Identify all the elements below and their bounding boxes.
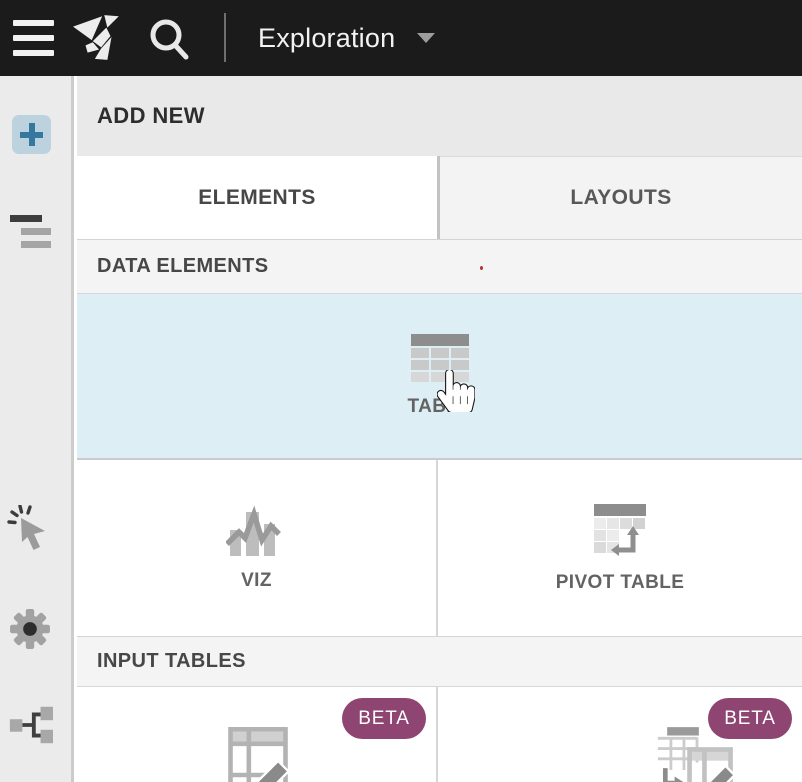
panel-title: ADD NEW (97, 103, 205, 128)
input-table-tiles-row: BETA (77, 687, 802, 782)
add-new-panel: ADD NEW ELEMENTS LAYOUTS DATA ELEMENTS (77, 76, 802, 782)
hamburger-bar (13, 35, 54, 41)
table-icon (410, 334, 469, 382)
panel-header: ADD NEW (77, 76, 802, 156)
top-navbar: Exploration (0, 0, 802, 76)
tile-pivot-table[interactable]: PIVOT TABLE (438, 460, 802, 636)
workspace-title: Exploration (258, 22, 396, 53)
tile-label: VIZ (241, 570, 272, 591)
pivot-table-icon (594, 504, 646, 556)
add-element-button[interactable] (12, 115, 51, 154)
chevron-down-icon (417, 33, 436, 43)
topbar-divider (224, 13, 226, 62)
plus-icon (20, 123, 43, 146)
gear-icon[interactable] (9, 608, 51, 650)
tile-viz[interactable]: VIZ (77, 460, 438, 636)
section-label: DATA ELEMENTS (97, 255, 269, 277)
input-table-edit-icon (228, 727, 291, 782)
tab-label: ELEMENTS (198, 185, 316, 209)
click-select-icon[interactable] (7, 505, 51, 555)
tile-label: PIVOT TABLE (555, 572, 685, 593)
section-label: INPUT TABLES (97, 650, 246, 672)
hamburger-bar (13, 50, 54, 56)
tab-elements[interactable]: ELEMENTS (77, 156, 437, 239)
outline-bar (10, 215, 42, 222)
outline-list-icon[interactable] (10, 215, 52, 248)
tile-input-table[interactable]: BETA (77, 687, 438, 782)
search-icon[interactable] (144, 14, 194, 62)
outline-bar (21, 241, 51, 248)
crane-logo-icon[interactable] (72, 12, 124, 62)
section-data-elements: DATA ELEMENTS (77, 240, 802, 294)
hamburger-bar (13, 20, 54, 26)
left-sidebar (0, 76, 74, 782)
lineage-icon[interactable] (7, 703, 53, 747)
viz-chart-icon (225, 505, 281, 556)
beta-badge: BETA (708, 698, 792, 739)
beta-badge: BETA (342, 698, 426, 739)
tab-separator (437, 156, 440, 239)
hamburger-menu-icon[interactable] (13, 20, 54, 57)
workspace-dropdown[interactable]: Exploration (258, 0, 436, 76)
tab-label: LAYOUTS (570, 186, 672, 209)
tab-bar: ELEMENTS LAYOUTS (77, 156, 802, 240)
tile-linked-input-table[interactable]: BETA (438, 687, 802, 782)
linked-input-table-edit-icon (657, 727, 737, 782)
outline-bar (21, 228, 51, 235)
hand-pointer-cursor-icon (437, 370, 475, 412)
tile-table[interactable]: TABLE (77, 294, 802, 460)
red-dot-artifact (480, 266, 483, 270)
section-input-tables: INPUT TABLES (77, 637, 802, 687)
tab-layouts[interactable]: LAYOUTS (440, 156, 802, 239)
element-tiles-row: VIZ PIVOT TABLE (77, 460, 802, 637)
